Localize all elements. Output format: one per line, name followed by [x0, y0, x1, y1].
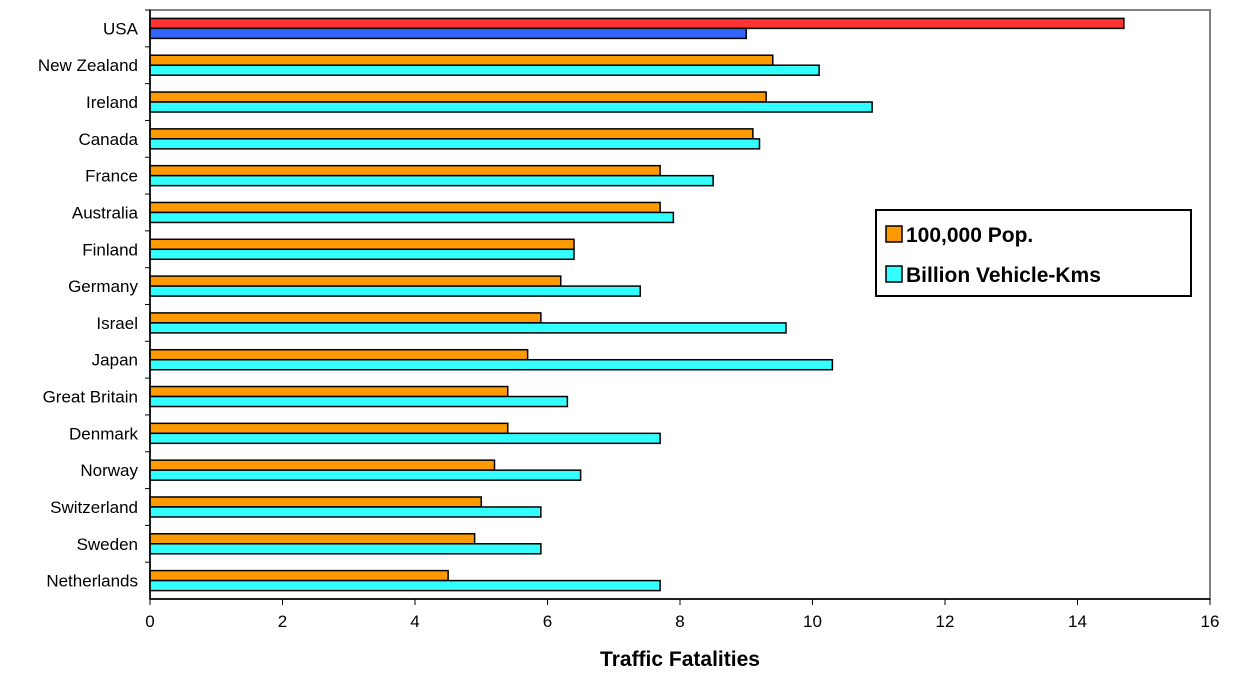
bar-australia-population [149, 201, 661, 214]
category-label-finland: Finland [82, 240, 138, 259]
bar-usa-population [149, 17, 1125, 30]
category-label-switzerland: Switzerland [50, 498, 138, 517]
x-axis-title: Traffic Fatalities [600, 648, 760, 671]
bar-france-population [149, 164, 661, 177]
x-tick-label: 10 [803, 612, 822, 631]
category-label-norway: Norway [80, 461, 138, 480]
legend-label-vehicle-kms: Billion Vehicle-Kms [906, 264, 1101, 287]
bar-finland-population [149, 238, 575, 251]
x-tick-label: 8 [675, 612, 684, 631]
bar-great-britain-population [149, 385, 509, 398]
category-label-usa: USA [103, 19, 139, 38]
bar-japan-population [149, 348, 529, 361]
category-label-canada: Canada [78, 130, 138, 149]
category-label-ireland: Ireland [86, 93, 138, 112]
legend-swatch-vehicle-kms [885, 265, 903, 283]
bar-germany-population [149, 275, 562, 287]
category-label-sweden: Sweden [77, 535, 138, 554]
bar-usa-vehicle-kms [149, 27, 747, 40]
bar-israel-population [149, 312, 542, 324]
category-label-great-britain: Great Britain [43, 388, 138, 407]
bars-layer [149, 17, 1125, 592]
bar-new-zealand-population [149, 54, 774, 66]
category-label-japan: Japan [92, 351, 138, 370]
bar-netherlands-population [149, 569, 449, 582]
bar-australia-vehicle-kms [149, 211, 675, 224]
category-label-france: France [85, 167, 138, 186]
bar-finland-vehicle-kms [149, 248, 575, 261]
x-tick-label: 2 [278, 612, 287, 631]
bar-switzerland-population [149, 496, 482, 508]
bar-canada-population [149, 128, 754, 140]
bar-sweden-vehicle-kms [149, 543, 542, 555]
bar-switzerland-vehicle-kms [149, 506, 542, 518]
x-tick-label: 4 [410, 612, 419, 631]
x-axis: 0 2 4 6 8 10 12 14 16 [145, 10, 1219, 631]
category-label-germany: Germany [68, 277, 138, 296]
legend-swatch-population [885, 225, 903, 243]
category-label-denmark: Denmark [69, 424, 138, 443]
bar-france-vehicle-kms [149, 174, 714, 187]
bar-denmark-vehicle-kms [149, 432, 661, 445]
bar-ireland-population [149, 91, 767, 103]
bar-canada-vehicle-kms [149, 138, 761, 150]
bar-japan-vehicle-kms [149, 358, 834, 371]
category-label-australia: Australia [72, 203, 139, 222]
bar-israel-vehicle-kms [149, 322, 787, 334]
category-label-israel: Israel [96, 314, 138, 333]
legend: 100,000 Pop. Billion Vehicle-Kms [875, 209, 1192, 297]
x-tick-label: 16 [1201, 612, 1220, 631]
x-tick-label: 14 [1068, 612, 1087, 631]
x-tick-label: 12 [936, 612, 955, 631]
bar-norway-population [149, 459, 496, 471]
bar-netherlands-vehicle-kms [149, 579, 661, 592]
legend-box [875, 209, 1192, 297]
x-tick-label: 0 [145, 612, 154, 631]
x-tick-label: 6 [543, 612, 552, 631]
bar-great-britain-vehicle-kms [149, 395, 569, 408]
bar-germany-vehicle-kms [149, 285, 641, 297]
bar-sweden-population [149, 533, 476, 545]
bar-new-zealand-vehicle-kms [149, 64, 820, 76]
category-label-new-zealand: New Zealand [38, 56, 138, 75]
bar-norway-vehicle-kms [149, 469, 582, 481]
category-label-netherlands: Netherlands [46, 572, 138, 591]
bar-denmark-population [149, 422, 509, 435]
category-labels: USA New Zealand Ireland Canada France Austral… [38, 9, 150, 591]
legend-label-population: 100,000 Pop. [906, 224, 1033, 247]
bar-ireland-vehicle-kms [149, 101, 873, 113]
